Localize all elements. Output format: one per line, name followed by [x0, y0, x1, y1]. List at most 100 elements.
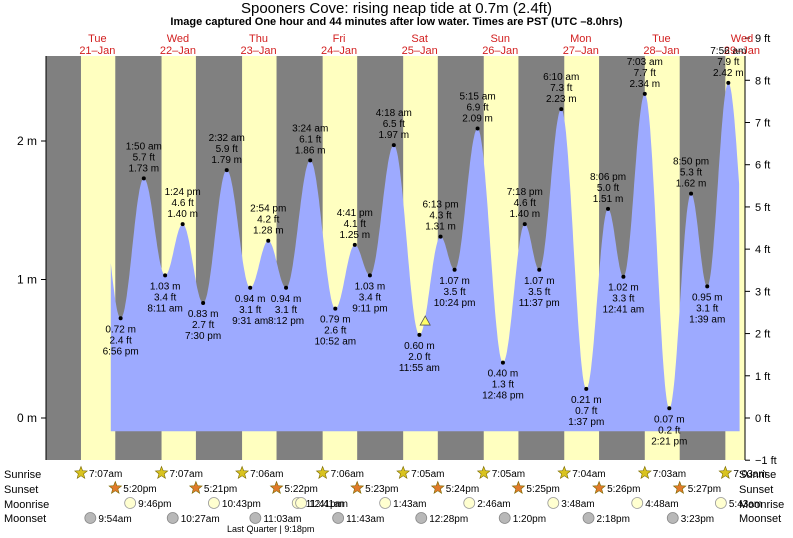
left-tick-label: 1 m — [17, 273, 37, 287]
day-name-label: Tue — [652, 33, 671, 45]
moonset-time: 9:54am — [98, 514, 131, 525]
sunrise-icon — [74, 465, 88, 479]
low-tide-ft-label: 3.3 ft — [612, 294, 634, 305]
moonset-time: 1:20pm — [513, 514, 546, 525]
high-tide-point — [391, 143, 396, 148]
day-name-label: Fri — [333, 33, 346, 45]
moonset-time: 2:18pm — [597, 514, 630, 525]
low-tide-point — [705, 284, 710, 289]
moonset-icon — [582, 512, 595, 524]
high-tide-time-label: 7:03 am — [627, 57, 663, 68]
high-tide-ft-label: 5.0 ft — [597, 183, 619, 194]
high-tide-point — [606, 206, 611, 211]
low-tide-m-label: 1.03 m — [150, 281, 181, 292]
sunrise-icon — [235, 465, 250, 479]
daylight-band — [80, 56, 116, 460]
high-tide-time-label: 8:06 pm — [590, 172, 626, 183]
high-tide-m-label: 1.40 m — [509, 209, 540, 220]
sunset-icon — [430, 480, 445, 494]
high-tide-point — [642, 91, 647, 96]
moonrise-icon — [124, 497, 137, 509]
sunrise-time: 7:06am — [250, 469, 283, 480]
high-tide-point — [266, 238, 271, 243]
moonset-row-label: Moonset — [4, 513, 47, 525]
right-tick-label: 1 ft — [755, 371, 770, 383]
right-tick-label: 6 ft — [755, 160, 770, 172]
high-tide-m-label: 2.42 m — [713, 68, 744, 79]
sunset-icon — [672, 480, 687, 494]
high-tide-ft-label: 6.9 ft — [466, 103, 488, 114]
high-tide-m-label: 1.31 m — [425, 222, 456, 233]
high-tide-time-label: 1:24 pm — [165, 187, 201, 198]
high-tide-time-label: 7:56 am — [710, 46, 746, 57]
high-tide-ft-label: 6.1 ft — [299, 134, 321, 145]
day-date-label: 22–Jan — [160, 45, 196, 57]
left-tick-label: 0 m — [17, 411, 37, 425]
high-tide-m-label: 2.09 m — [462, 114, 493, 125]
moonrise-row-label-right: Moonrise — [739, 499, 785, 511]
moonrise-icon — [631, 497, 644, 509]
high-tide-m-label: 2.34 m — [629, 79, 660, 90]
sunrise-time: 7:04am — [572, 469, 605, 480]
low-tide-time-label: 11:55 am — [399, 363, 440, 374]
moonrise-time: 11:41pm — [306, 499, 344, 510]
high-tide-ft-label: 5.9 ft — [216, 144, 238, 155]
moonset-time: 3:23pm — [681, 514, 714, 525]
low-tide-ft-label: 3.5 ft — [528, 287, 550, 298]
moonrise-time: 2:46am — [477, 499, 510, 510]
moonrise-icon — [463, 497, 476, 509]
high-tide-m-label: 1.28 m — [253, 226, 284, 237]
high-tide-time-label: 5:15 am — [460, 92, 496, 103]
low-tide-time-label: 10:52 am — [314, 337, 356, 348]
high-tide-time-label: 2:32 am — [209, 133, 245, 144]
low-tide-time-label: 1:39 am — [689, 314, 725, 325]
sunrise-time: 7:03am — [653, 469, 686, 480]
moonrise-time: 4:48am — [645, 499, 678, 510]
low-tide-time-label: 10:24 pm — [434, 298, 476, 309]
low-tide-time-label: 11:37 pm — [519, 298, 560, 309]
low-tide-time-label: 7:30 pm — [185, 331, 221, 342]
sunrise-icon — [154, 465, 169, 479]
high-tide-m-label: 2.23 m — [546, 94, 577, 105]
day-name-label: Wed — [731, 33, 753, 45]
high-tide-time-label: 1:50 am — [126, 141, 162, 152]
high-tide-time-label: 2:54 pm — [250, 204, 286, 215]
high-tide-ft-label: 6.5 ft — [383, 119, 405, 130]
moonrise-row-label: Moonrise — [4, 499, 50, 511]
day-date-label: 24–Jan — [321, 45, 357, 57]
low-tide-ft-label: 1.3 ft — [492, 380, 514, 391]
sunset-icon — [592, 480, 606, 494]
moonrise-icon — [208, 497, 220, 509]
high-tide-time-label: 4:18 am — [376, 108, 412, 119]
low-tide-m-label: 0.94 m — [271, 294, 302, 305]
sunrise-time: 7:05am — [492, 469, 525, 480]
sunset-time: 5:23pm — [365, 484, 398, 495]
low-tide-m-label: 0.83 m — [188, 309, 219, 320]
day-name-label: Tue — [88, 33, 107, 45]
low-tide-time-label: 9:31 am — [232, 316, 268, 327]
sunset-row-label: Sunset — [4, 484, 39, 496]
high-tide-m-label: 1.79 m — [211, 155, 242, 166]
moonset-icon — [498, 512, 511, 524]
low-tide-point — [333, 306, 338, 311]
high-tide-point — [522, 222, 527, 227]
high-tide-m-label: 1.51 m — [593, 194, 624, 205]
high-tide-ft-label: 7.9 ft — [717, 57, 739, 68]
sunset-icon — [350, 480, 365, 494]
day-name-label: Mon — [570, 33, 591, 45]
sunrise-time: 7:07am — [170, 469, 203, 480]
moonset-time: 10:27am — [181, 514, 220, 525]
sunset-time: 5:25pm — [526, 484, 559, 495]
sunset-time: 5:26pm — [607, 484, 640, 495]
high-tide-m-label: 1.73 m — [129, 163, 160, 174]
moon-phase-note: Last Quarter | 9:18pm — [227, 524, 315, 534]
high-tide-time-label: 3:24 am — [292, 123, 328, 134]
high-tide-ft-label: 5.3 ft — [680, 168, 702, 179]
day-date-label: 28–Jan — [643, 45, 679, 57]
high-tide-point — [141, 176, 146, 181]
low-tide-point — [621, 274, 626, 279]
low-tide-point — [284, 285, 289, 290]
low-tide-ft-label: 2.6 ft — [324, 326, 346, 337]
low-tide-point — [417, 332, 422, 337]
sunrise-icon — [396, 465, 411, 479]
